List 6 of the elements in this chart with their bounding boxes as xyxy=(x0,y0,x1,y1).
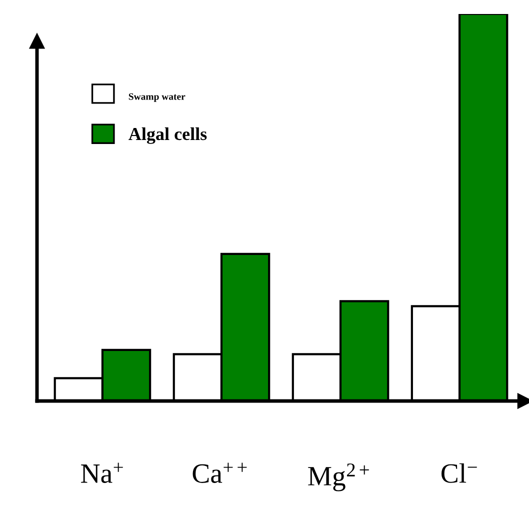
x-tick-label: Na$^{+}$ xyxy=(81,462,123,483)
x-tick-label: Ca$^{++}$ xyxy=(192,462,247,483)
x-tick-label: Cl$^{−}$ xyxy=(442,463,477,483)
legend-label: Swamp water xyxy=(128,93,186,102)
legend-label: Algal cells xyxy=(128,127,207,144)
x-tick-label: Mg$^{2+}$ xyxy=(308,464,369,492)
